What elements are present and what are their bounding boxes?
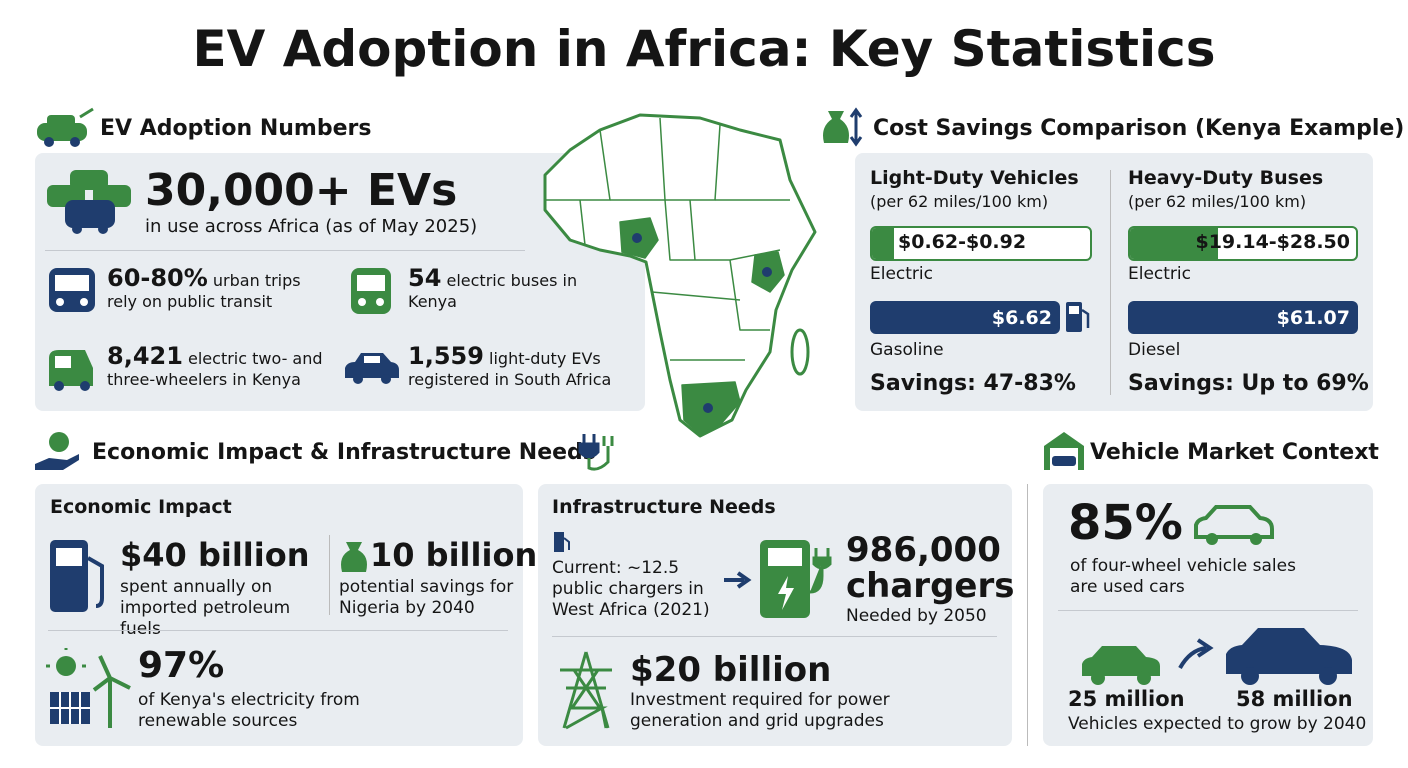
savings: Savings: 47-83% [870, 371, 1076, 396]
ev-charge-icon [37, 107, 94, 147]
target-text: Needed by 2050 [846, 606, 987, 626]
plug-icon [578, 434, 614, 471]
stat-value: 97% [138, 645, 225, 686]
charger-icon [760, 540, 832, 618]
column-title: Heavy-Duty Buses [1128, 167, 1324, 189]
share-text: of four-wheel vehicle sales are used car… [1070, 556, 1296, 597]
stat-value: 10 billion [370, 536, 538, 574]
divider [1110, 170, 1111, 395]
impact-panel [35, 484, 523, 746]
stat-value: $40 billion [120, 536, 310, 574]
tuktuk-icon [49, 350, 93, 391]
bar-label: Electric [870, 264, 933, 284]
stat-text: of Kenya's electricity from renewable so… [138, 690, 360, 731]
headline-text: in use across Africa (as of May 2025) [145, 216, 478, 237]
bar-label: Electric [1128, 264, 1191, 284]
stat-text: light-duty EVs registered in South Afric… [408, 349, 612, 389]
target-value: 986,000 chargers [846, 530, 1015, 606]
bus-icon [351, 268, 391, 314]
section-heading: Vehicle Market Context [1090, 440, 1379, 465]
section-heading: Cost Savings Comparison (Kenya Example) [873, 116, 1405, 141]
section-heading: Economic Impact & Infrastructure Needs [92, 440, 596, 465]
bus-icon [49, 268, 95, 312]
charger-small-icon [554, 532, 570, 552]
stat: 60-80% urban trips rely on public transi… [107, 266, 332, 312]
pump-icon [1066, 302, 1090, 332]
money-icon [823, 107, 863, 147]
stat-text: electric two- and three-wheelers in Keny… [107, 349, 323, 389]
stat: 8,421 electric two- and three-wheelers i… [107, 344, 332, 390]
divider [1027, 484, 1028, 746]
garage-icon [1044, 432, 1084, 470]
investment-text: Investment required for power generation… [630, 690, 890, 731]
pylon-icon [560, 651, 612, 730]
separator [45, 250, 525, 251]
car-icon [345, 353, 399, 384]
page-title: EV Adoption in Africa: Key Statistics [192, 20, 1216, 78]
adoption-panel [35, 153, 645, 411]
stat-value: 54 [408, 264, 442, 292]
electric-bar [870, 226, 1092, 261]
cars-icon [47, 170, 131, 234]
stat-text: electric buses in Kenya [408, 271, 578, 311]
separator [552, 636, 997, 637]
stat-text: urban trips rely on public transit [107, 271, 301, 311]
share-value: 85% [1068, 495, 1183, 551]
separator [48, 630, 508, 631]
column-unit: (per 62 miles/100 km) [1128, 192, 1307, 211]
stat-text: spent annually on imported petroleum fue… [120, 577, 291, 639]
arrow [724, 571, 752, 589]
headline-value: 30,000+ EVs [145, 165, 458, 216]
section-heading: EV Adoption Numbers [100, 116, 372, 141]
bar-label: Gasoline [870, 340, 944, 360]
divider [329, 535, 330, 615]
electric-cost: $0.62-$0.92 [898, 231, 1027, 253]
growth-graphic [1082, 628, 1352, 685]
economy-icon [35, 432, 79, 470]
column-title: Light-Duty Vehicles [870, 167, 1079, 189]
stat-value: 60-80% [107, 264, 208, 292]
fuel-cost: $6.62 [991, 307, 1052, 329]
money-bag-icon [341, 542, 367, 572]
column-unit: (per 62 miles/100 km) [870, 192, 1049, 211]
bar-label: Diesel [1128, 340, 1181, 360]
stat-value: 8,421 [107, 342, 183, 370]
fuel-bar [870, 301, 1060, 334]
cost-panel [855, 153, 1373, 411]
fuel-bar [1128, 301, 1358, 334]
stat: 54 electric buses in Kenya [408, 266, 583, 312]
from-value: 25 million [1068, 687, 1185, 711]
stat: 1,559 light-duty EVs registered in South… [408, 344, 623, 390]
to-value: 58 million [1236, 687, 1353, 711]
fuel-pump-icon [50, 540, 104, 612]
stat-value: 1,559 [408, 342, 484, 370]
electric-bar [1128, 226, 1358, 261]
fuel-cost: $61.07 [1276, 307, 1350, 329]
panel-title: Infrastructure Needs [552, 496, 776, 518]
electric-cost: $19.14-$28.50 [1195, 231, 1350, 253]
separator [1058, 610, 1358, 611]
africa-map [543, 113, 817, 438]
market-panel [1043, 484, 1373, 746]
panel-title: Economic Impact [50, 496, 232, 518]
investment-value: $20 billion [630, 650, 832, 690]
car-icon [1194, 505, 1274, 545]
growth-text: Vehicles expected to grow by 2040 [1068, 714, 1367, 734]
renewable-icon [46, 648, 131, 728]
savings: Savings: Up to 69% [1128, 371, 1369, 396]
stat-text: potential savings for Nigeria by 2040 [339, 577, 514, 618]
current-chargers: Current: ~12.5 public chargers in West A… [552, 558, 710, 620]
